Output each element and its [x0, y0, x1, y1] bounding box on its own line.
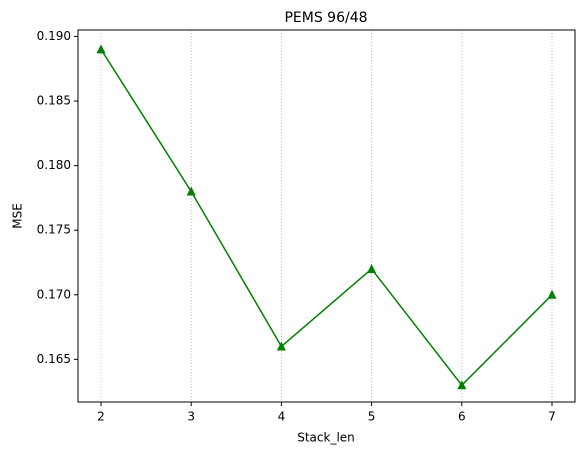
y-tick-label: 0.165: [37, 352, 71, 366]
x-tick-label: 4: [278, 410, 286, 424]
chart-title: PEMS 96/48: [284, 10, 367, 26]
y-tick-label: 0.170: [37, 287, 71, 301]
marker: [96, 44, 106, 54]
line: [100, 48, 553, 387]
marker: [457, 380, 467, 390]
x-axis-label: Stack_len: [297, 431, 355, 445]
marker: [367, 263, 377, 273]
y-tick-label: 0.185: [37, 94, 71, 108]
x-tick-label: 2: [97, 410, 105, 424]
y-tick-label: 0.180: [37, 158, 71, 172]
y-tick-label: 0.175: [37, 223, 71, 237]
marker: [276, 341, 286, 351]
x-tick-label: 3: [187, 410, 195, 424]
y-tick-label: 0.190: [37, 29, 71, 43]
y-axis-label: MSE: [11, 203, 25, 229]
plot-frame: [77, 29, 576, 403]
x-tick-label: 7: [548, 410, 556, 424]
x-tick-label: 5: [368, 410, 376, 424]
marker: [186, 186, 196, 196]
marker: [547, 289, 557, 299]
x-tick-label: 6: [458, 410, 466, 424]
